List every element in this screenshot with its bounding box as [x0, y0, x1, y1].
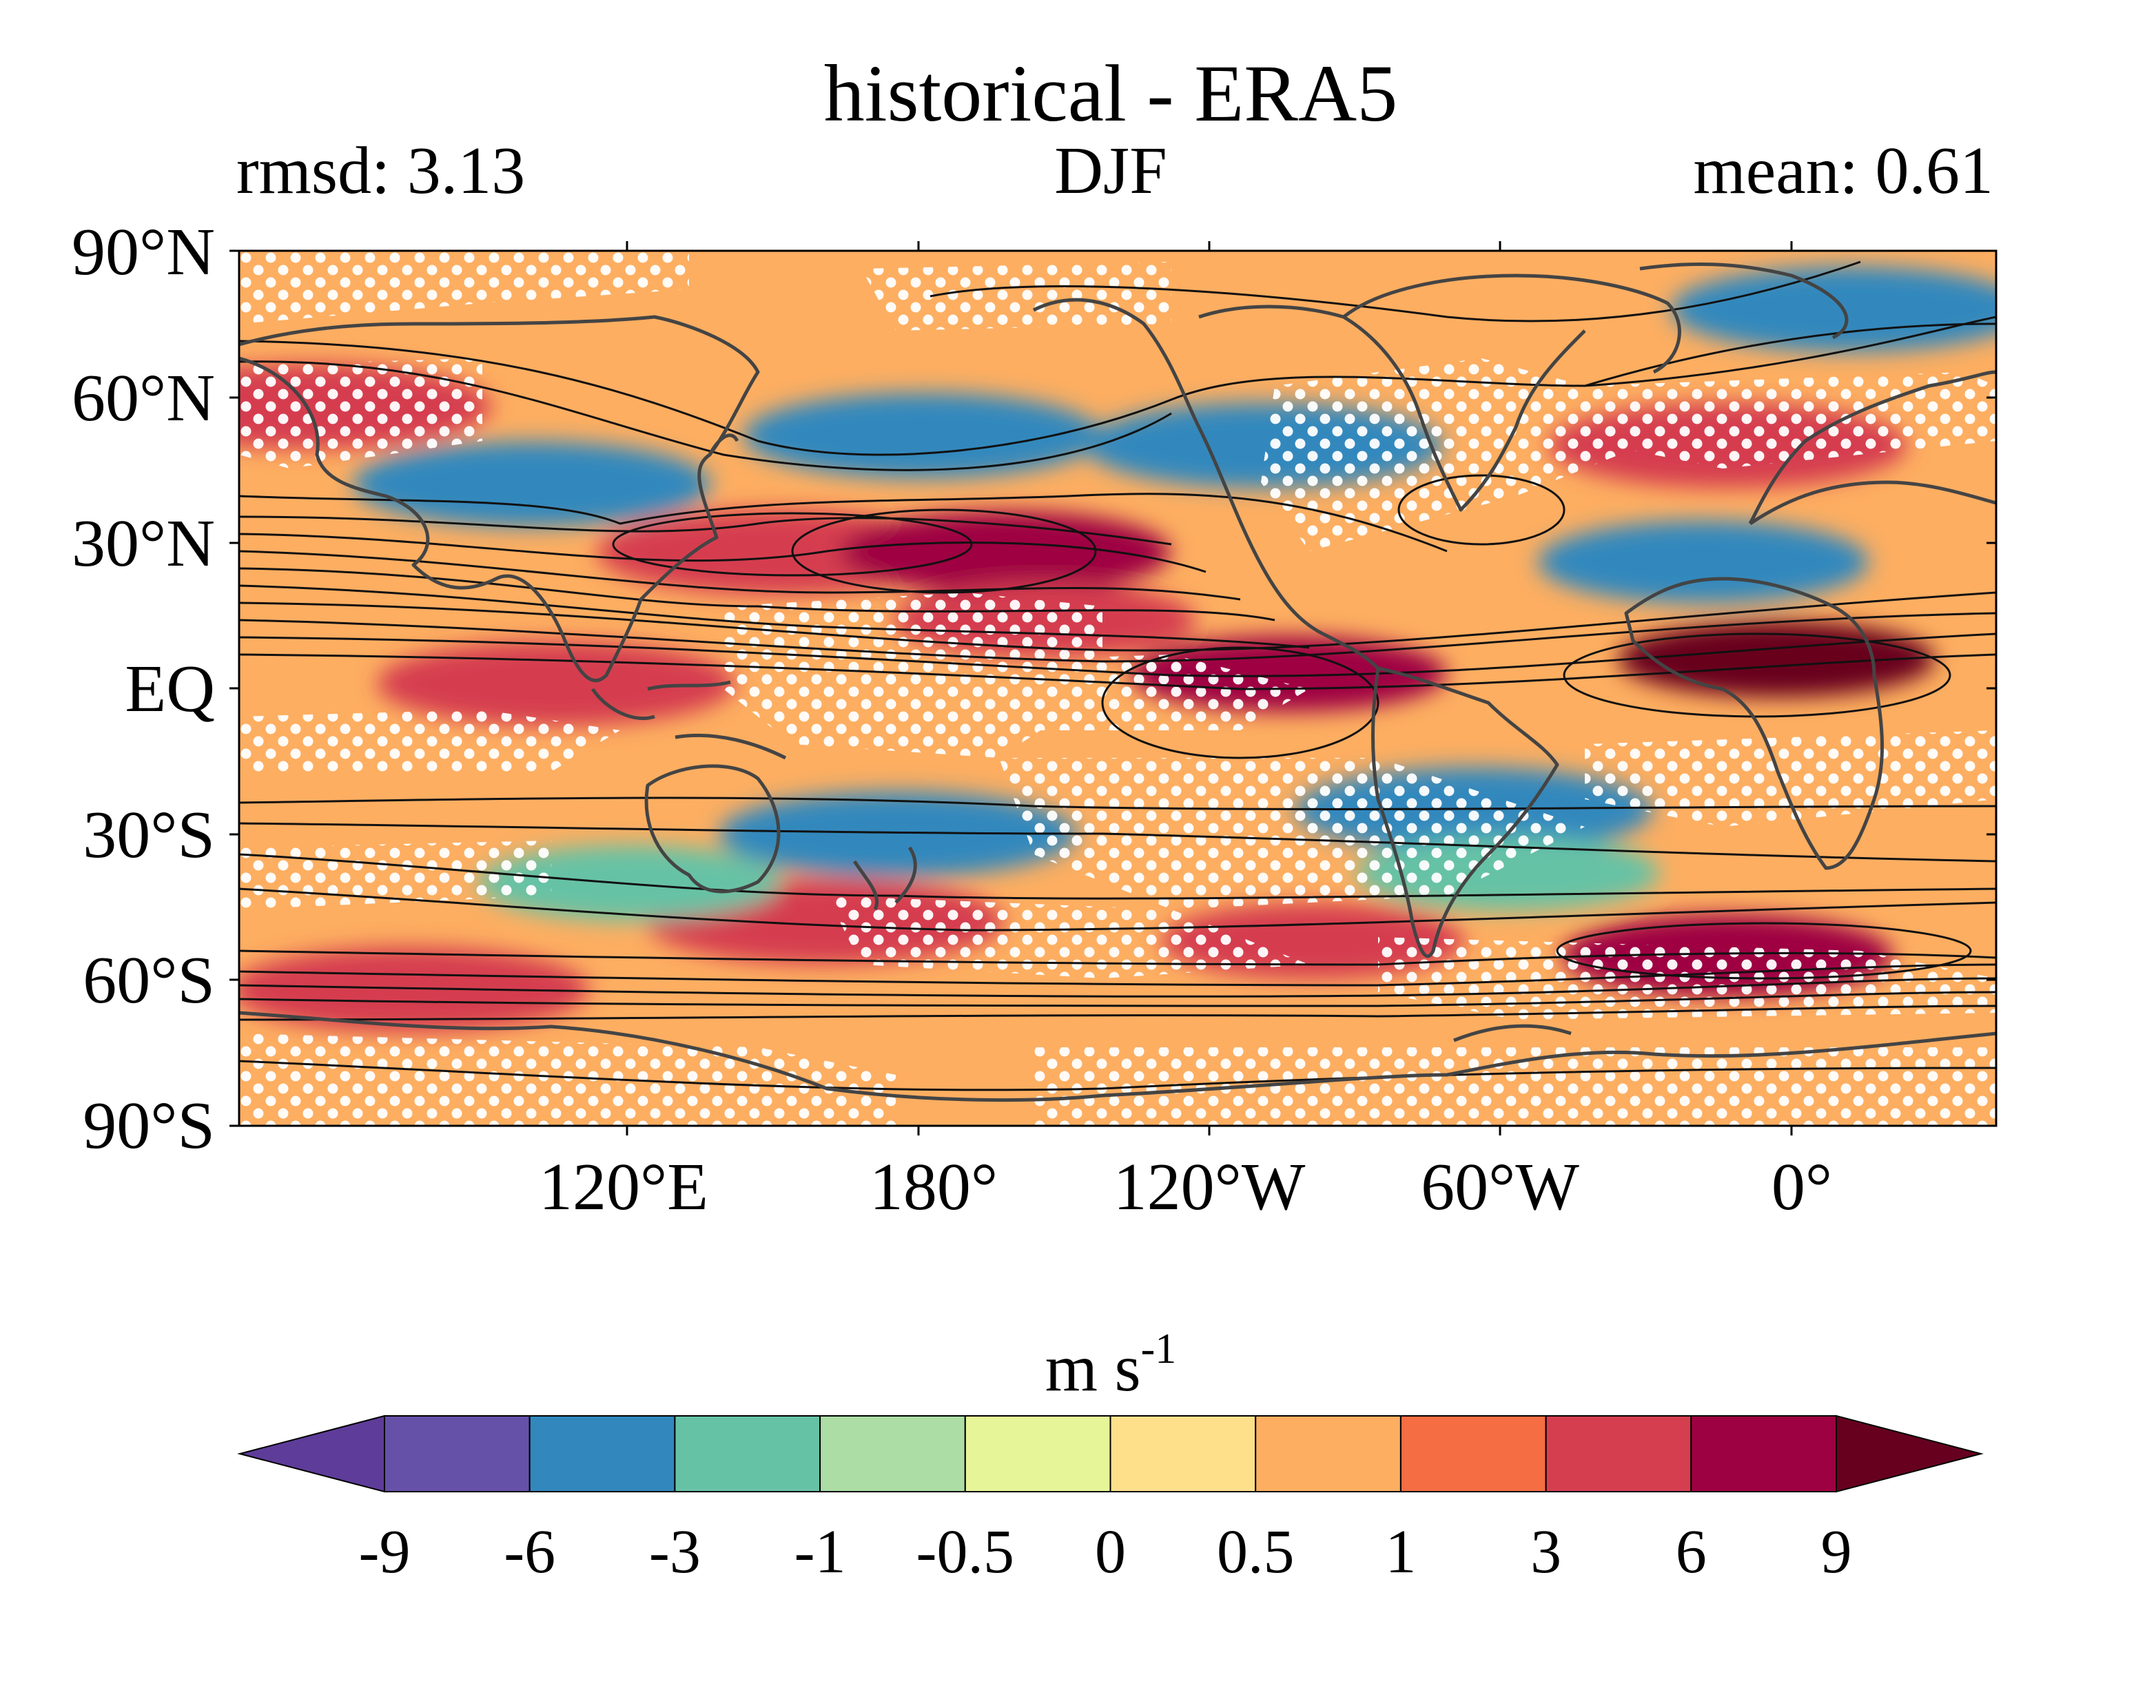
colorbar-tick-label: 3: [1530, 1518, 1561, 1586]
colorbar-swatch: [1399, 1415, 1547, 1492]
climatology-contours: [239, 260, 1996, 1091]
colorbar-tick-label: -6: [504, 1518, 555, 1586]
anomaly-blob: [1538, 520, 1869, 604]
colorbar-tick-label: 1: [1385, 1518, 1416, 1586]
colorbar-swatch: [384, 1415, 531, 1492]
colorbar-swatch: [1545, 1415, 1692, 1492]
colorbar-tick-label: -0.5: [916, 1518, 1014, 1586]
lon-tick-labels: 120°E 180° 120°W 60°W 0°: [539, 1150, 1832, 1224]
colorbar-swatch: [1690, 1415, 1838, 1492]
colorbar-tick-labels: -9 -6 -3 -1 -0.5 0 0.5 1 3 6 9: [359, 1518, 1852, 1586]
anomaly-blob: [840, 511, 1171, 594]
lat-label-90s: 90°S: [83, 1089, 215, 1163]
lat-label-30s: 30°S: [83, 798, 215, 872]
coastlines: [239, 262, 1996, 1102]
colorbar-tick-label: 9: [1821, 1518, 1852, 1586]
map-panel: [239, 251, 1996, 1126]
anomaly-blob: [743, 393, 1102, 479]
stippling: [239, 251, 1996, 1126]
lat-tick-labels: 90°N 60°N 30°N EQ 30°S 60°S 90°S: [72, 215, 215, 1163]
colorbar-tick-label: 6: [1676, 1518, 1707, 1586]
anomaly-blob: [1670, 266, 1996, 352]
anomaly-blob: [353, 441, 711, 527]
colorbar-tick-label: 0.5: [1217, 1518, 1295, 1586]
colorbar-swatch: [964, 1415, 1111, 1492]
colorbar-extend-high: [1836, 1414, 1984, 1493]
anomaly-blob: [719, 791, 1078, 877]
colorbar-tick-label: -9: [359, 1518, 411, 1586]
colorbar: [237, 1414, 1984, 1493]
colorbar-swatch: [1109, 1415, 1257, 1492]
plot-title: historical - ERA5: [824, 48, 1397, 138]
colorbar-swatch: [528, 1415, 676, 1492]
colorbar-swatch: [1255, 1415, 1402, 1492]
lat-label-60n: 60°N: [72, 361, 215, 435]
lon-label-180: 180°: [870, 1150, 998, 1224]
lat-label-60s: 60°S: [83, 943, 215, 1018]
lon-label-120e: 120°E: [539, 1150, 708, 1224]
lat-label-90n: 90°N: [72, 215, 215, 289]
mean-label: mean: 0.61: [1694, 134, 1993, 208]
lon-label-60w: 60°W: [1421, 1150, 1579, 1224]
colorbar-tick-label: 0: [1095, 1518, 1126, 1586]
lat-label-30n: 30°N: [72, 506, 215, 581]
colorbar-unit: m s-1: [1045, 1326, 1177, 1406]
anomaly-blob: [377, 640, 736, 726]
lat-label-eq: EQ: [125, 652, 215, 726]
rmsd-label: rmsd: 3.13: [236, 134, 525, 208]
colorbar-extend-low: [237, 1414, 385, 1493]
anomaly-blob: [478, 845, 781, 921]
anomaly-blob: [239, 947, 589, 1033]
lon-label-120w: 120°W: [1113, 1150, 1306, 1224]
axis-ticks: [229, 241, 1996, 1135]
season-label: DJF: [1054, 134, 1167, 208]
colorbar-tick-label: -1: [794, 1518, 846, 1586]
colorbar-swatch: [819, 1415, 966, 1492]
lon-label-0: 0°: [1772, 1150, 1832, 1224]
colorbar-swatch: [674, 1415, 821, 1492]
colorbar-tick-label: -3: [649, 1518, 701, 1586]
